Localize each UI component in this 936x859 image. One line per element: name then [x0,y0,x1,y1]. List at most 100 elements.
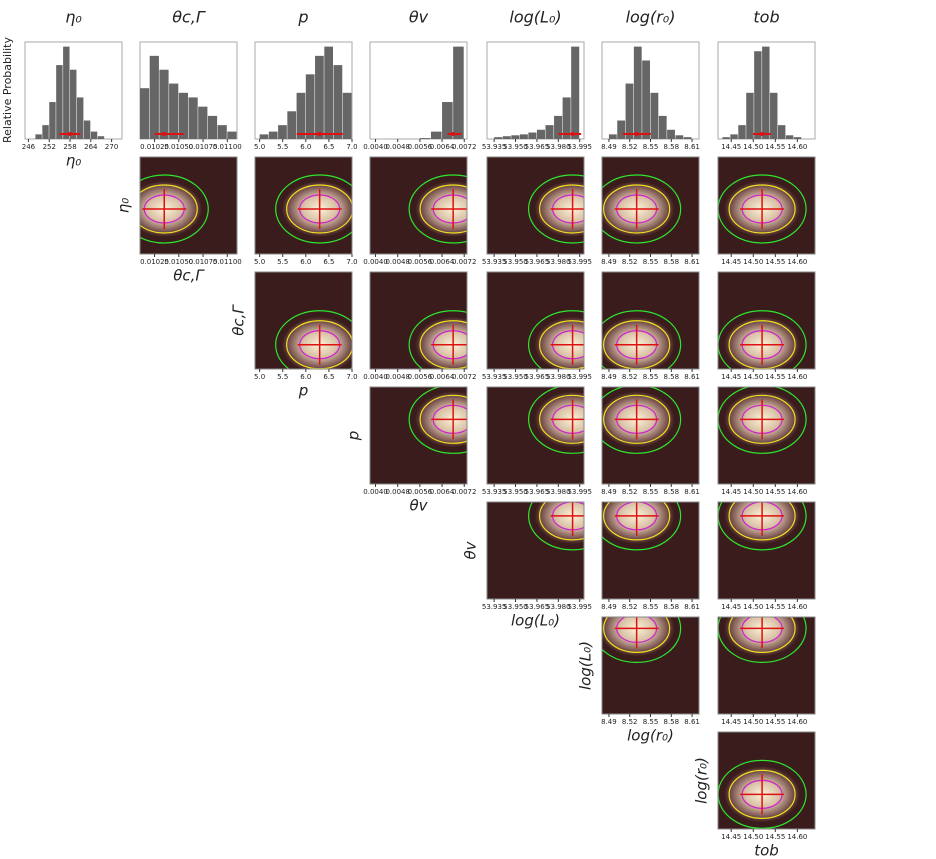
density-panel [718,157,815,254]
density-panel [370,272,467,369]
column-title: log(r₀) [626,8,676,27]
x-tick-label: 0.01100 [213,143,242,151]
x-tick-label: 8.58 [663,718,679,726]
column-title: θv [409,8,429,27]
x-tick-label: 6.0 [300,143,311,151]
hist-bar [536,129,545,139]
x-tick-label: 0.01050 [164,258,193,266]
hist-bar [770,92,778,139]
contour-outer [408,310,467,369]
x-tick-label: 14.45 [721,718,741,726]
hist-bar [35,134,42,139]
x-tick-label: 0.0064 [430,488,455,496]
hist-bar [554,115,563,139]
x-tick-label: 5.5 [277,143,288,151]
x-tick-label: 8.49 [601,143,617,151]
contour-outer [528,387,584,454]
hist-bar [722,137,730,139]
x-tick-label: 0.0048 [385,143,410,151]
x-tick-label: 0.0064 [430,373,455,381]
contour-outer [275,310,352,369]
density-panel [140,157,237,254]
hist-bar [278,125,287,139]
x-tick-label: 0.0072 [452,258,477,266]
x-tick-label: 0.01025 [140,143,169,151]
x-tick-label: 0.0056 [408,143,433,151]
x-tick-label: 0.0048 [385,258,410,266]
panel-frame [486,156,585,255]
x-tick-label: 53.950 [503,143,528,151]
x-tick-label: 53.935 [482,488,507,496]
x-tick-label: 0.01100 [213,258,242,266]
x-tick-label: 6.5 [323,143,334,151]
hist-bar [324,46,334,139]
density-panel [718,617,815,714]
hist-bar [545,125,554,139]
x-tick-label: 8.58 [663,603,679,611]
x-tick-label: 14.50 [743,718,763,726]
x-tick-label: 53.965 [525,258,550,266]
x-tick-label: 53.965 [525,603,550,611]
x-tick-label: 14.50 [743,603,763,611]
x-tick-label: 53.995 [567,603,592,611]
x-tick-label: 53.935 [482,258,507,266]
contour-outer [602,502,682,551]
x-tick-label: 53.935 [482,143,507,151]
panel-frame [717,271,816,370]
x-tick-label: 270 [105,143,118,151]
contour-outer [140,174,209,244]
contour-mid [140,184,198,234]
x-tick-label: 7.0 [346,143,357,151]
contour-mid [728,502,796,541]
contour-mid [419,184,467,234]
x-tick-label: 53.995 [567,143,592,151]
contour-mid [728,617,796,654]
x-tick-label: 0.0072 [452,143,477,151]
x-tick-label: 0.01075 [189,143,218,151]
density [534,502,584,544]
x-tick-label: 8.49 [601,603,617,611]
x-tick-label: 53.995 [567,258,592,266]
x-tick-label: 14.60 [787,833,807,841]
hist-bar [140,88,150,139]
x-tick-label: 14.55 [765,718,785,726]
y-axis-label: p [345,431,363,442]
x-tick-label: 14.60 [787,258,807,266]
hist-bar [511,135,520,139]
x-tick-label: 5.0 [254,143,265,151]
hist-bar [296,92,306,139]
hist-bar [519,134,528,139]
x-tick-label: 8.58 [663,373,679,381]
density-panel [370,387,467,484]
hist-bar [453,46,464,139]
x-tick-label: 14.55 [765,603,785,611]
x-tick-label: 8.49 [601,258,617,266]
density-panel [718,732,815,829]
density-panel [487,387,584,484]
x-tick-label: 8.49 [601,488,617,496]
hist-bar [562,97,571,139]
hist-bar [70,69,77,139]
x-tick-label: 0.0072 [452,488,477,496]
hist-bar [227,131,237,139]
x-tick-label: 14.50 [743,833,763,841]
contour-mid [286,184,352,234]
contour-mid [538,184,584,234]
hist-bar [268,131,278,139]
contour-outer [408,174,467,244]
panel-frame [369,156,468,255]
best-fit [451,132,456,136]
x-tick-label: 8.52 [622,488,638,496]
x-tick-label: 7.0 [346,373,357,381]
y-axis-label: η₀ [115,198,133,214]
column-title: log(L₀) [509,8,561,27]
x-axis-label: log(r₀) [627,727,674,745]
contour-mid [728,769,796,819]
x-tick-label: 8.58 [663,258,679,266]
hist-bar [90,131,98,139]
density-panel [718,387,815,484]
x-tick-label: 6.0 [300,258,311,266]
x-tick-label: 5.5 [277,258,288,266]
hist-bar [785,135,794,139]
